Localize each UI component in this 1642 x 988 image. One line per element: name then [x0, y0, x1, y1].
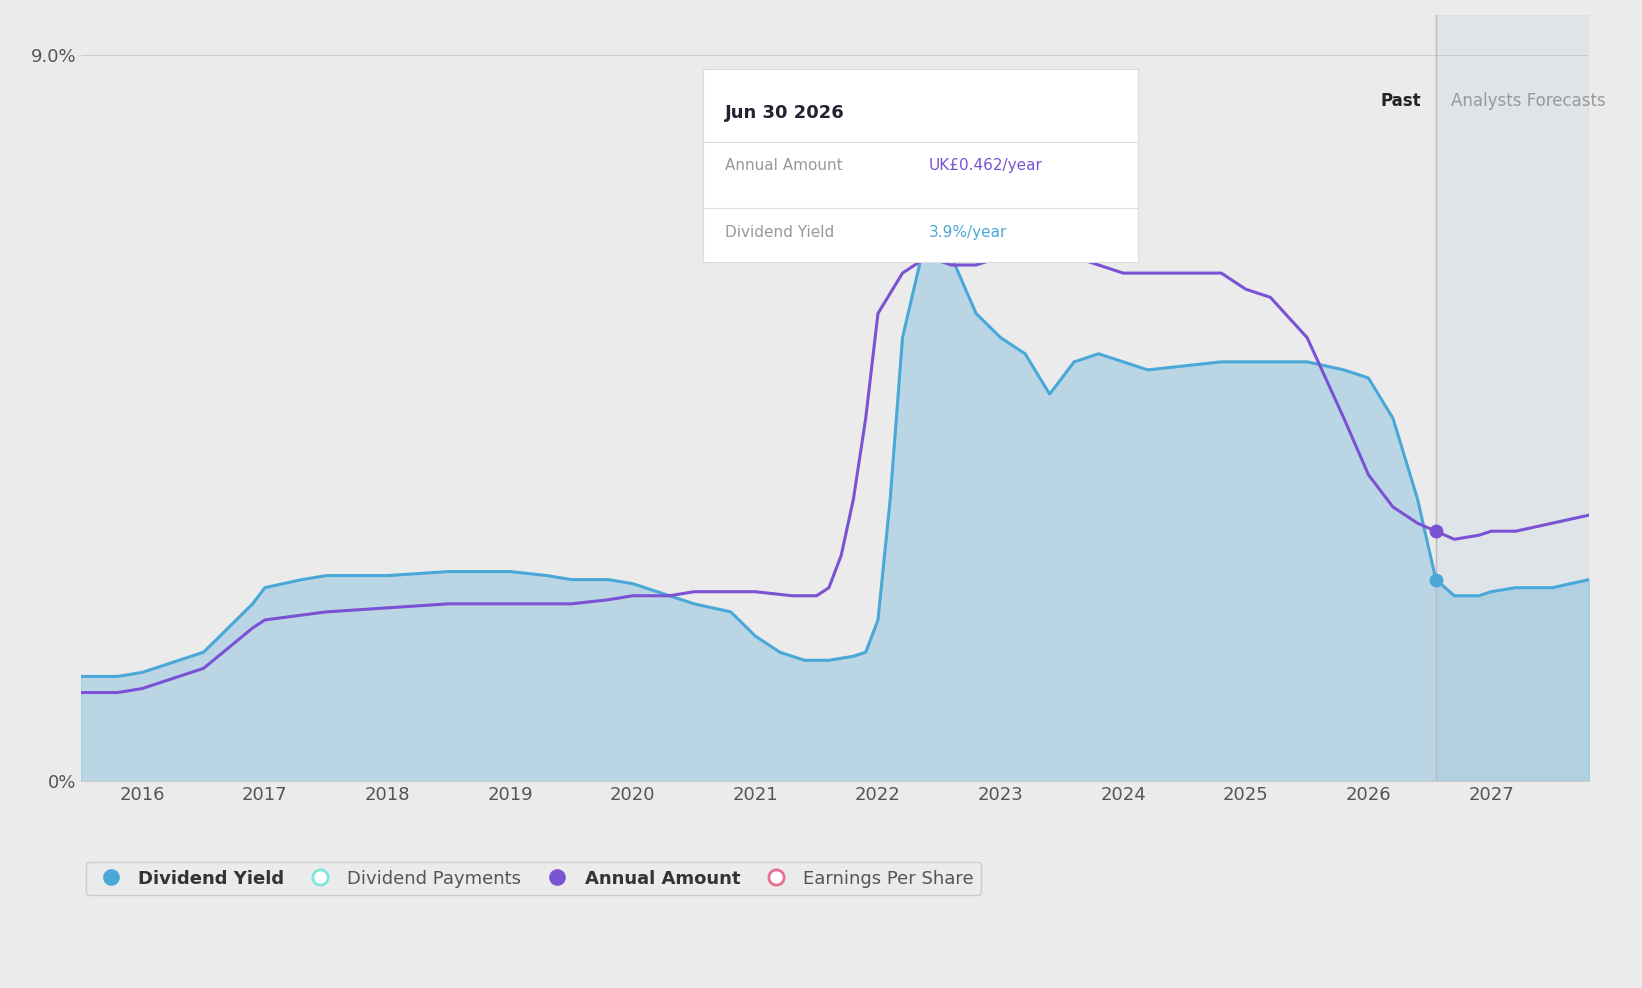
Text: UK£0.462/year: UK£0.462/year [929, 158, 1043, 173]
Text: Annual Amount: Annual Amount [724, 158, 842, 173]
Legend: Dividend Yield, Dividend Payments, Annual Amount, Earnings Per Share: Dividend Yield, Dividend Payments, Annua… [85, 863, 982, 895]
Text: Past: Past [1381, 92, 1422, 110]
Bar [1435, 15, 1589, 782]
Text: Dividend Yield: Dividend Yield [724, 225, 834, 240]
Text: 3.9%/year: 3.9%/year [929, 225, 1008, 240]
Text: Analysts Forecasts: Analysts Forecasts [1450, 92, 1606, 110]
Text: Jun 30 2026: Jun 30 2026 [724, 104, 844, 122]
